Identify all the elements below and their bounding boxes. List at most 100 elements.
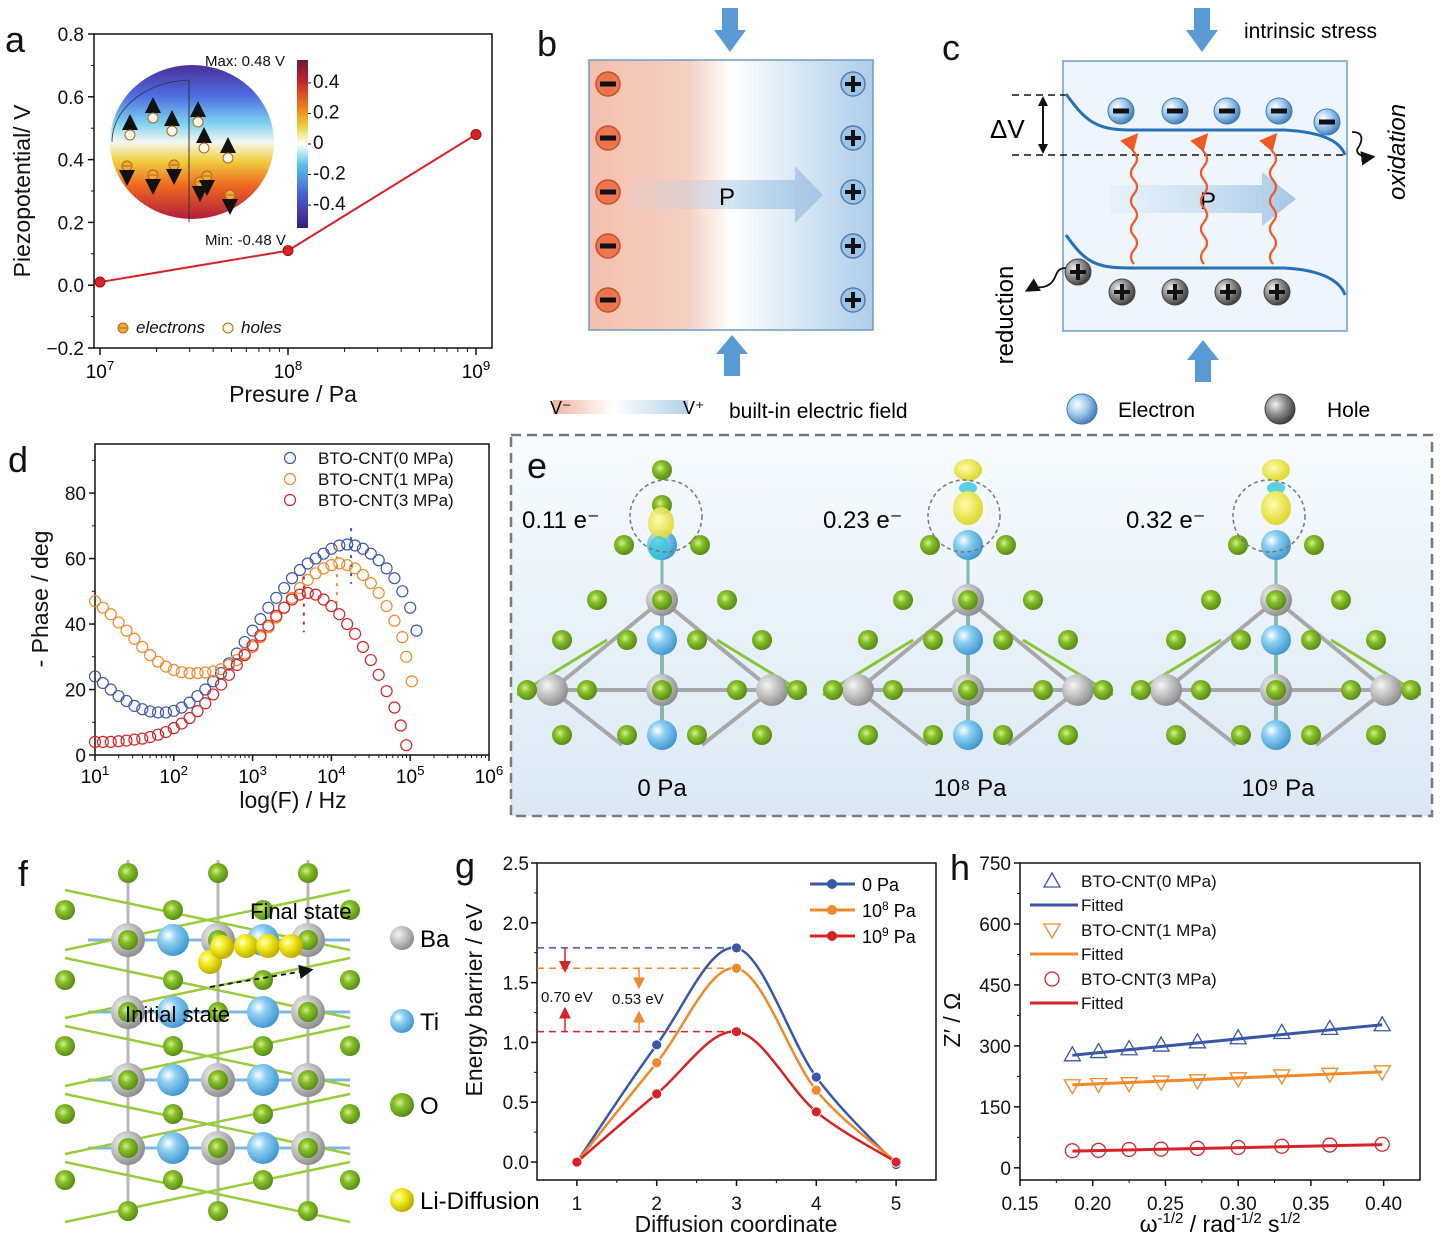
excitation-wave-arrow (1120, 132, 1139, 265)
data-point (1119, 1039, 1139, 1056)
data-point (380, 562, 393, 575)
data-point (278, 601, 291, 614)
data-point (341, 559, 354, 572)
panel-e-label: e (527, 445, 547, 486)
bond (550, 598, 664, 692)
x-tick-label: 0.25 (1147, 1194, 1184, 1215)
ba-atom (756, 674, 788, 706)
o-atom (118, 1138, 138, 1158)
data-point (151, 706, 165, 719)
o-atom (55, 1104, 75, 1124)
o-atom (687, 725, 707, 745)
data-point (136, 703, 149, 716)
o-atom (1131, 680, 1151, 700)
ti-atom (247, 1132, 279, 1164)
data-point (128, 699, 141, 712)
y-tick-label: 750 (979, 854, 1011, 875)
o-atom (787, 680, 807, 700)
data-point (159, 660, 173, 673)
intrinsic-stress-label: intrinsic stress (1244, 20, 1377, 43)
legend-marker (283, 472, 297, 486)
structure-view: 0.11 e⁻ 0 Pa (516, 460, 808, 802)
data-point (396, 631, 409, 644)
data-point (388, 572, 401, 585)
o-atom (552, 725, 572, 745)
y-axis-label: - Phase / deg (27, 531, 53, 668)
data-point (214, 678, 228, 691)
o-atom (858, 630, 878, 650)
structure-view: 0.32 e⁻ 10⁹ Pa (1126, 459, 1422, 802)
plus-sign-v (1275, 284, 1279, 300)
x-tick-label: 0.35 (1292, 1194, 1329, 1215)
data-point (388, 614, 401, 627)
data-point (1044, 971, 1060, 987)
y-tick-label: 300 (979, 1037, 1011, 1058)
x-tick-label: 0.15 (1002, 1194, 1039, 1215)
panel-b-label: b (537, 23, 557, 64)
data-point (380, 685, 393, 698)
y-tick-label: 1.5 (503, 974, 529, 995)
series-curve (575, 946, 898, 1166)
data-point (230, 658, 243, 672)
y-tick-label: −0.2 (46, 339, 84, 360)
sphere-body (110, 65, 274, 219)
minus-sign (1319, 119, 1335, 125)
hole-icon (222, 152, 234, 164)
data-point (301, 557, 314, 570)
x-tick-label: 107 (86, 358, 115, 383)
chart-legend: 0 Pa 108 Pa 109 Pa (810, 875, 917, 947)
legend-label: BTO-CNT(0 MPa) (1081, 872, 1217, 891)
ti-atom (953, 720, 983, 750)
o-atom (617, 630, 637, 650)
data-point (1229, 1072, 1248, 1089)
data-point (1042, 923, 1062, 940)
x-tick-label: 102 (160, 763, 189, 788)
data-point (810, 1106, 822, 1118)
ba-atom (842, 674, 874, 706)
x-tick-label: 109 (462, 358, 491, 383)
y-tick-label: 20 (65, 681, 86, 702)
o-atom (1228, 535, 1248, 555)
data-point (151, 728, 165, 741)
ti-atom (1261, 625, 1291, 655)
o-atom (1033, 680, 1053, 700)
data-point (333, 539, 346, 552)
minus-sign (600, 243, 616, 249)
data-point (270, 591, 283, 604)
o-atom (1401, 680, 1421, 700)
colorbar (297, 60, 308, 228)
y-tick-label: 0.5 (503, 1093, 529, 1114)
data-point (159, 706, 173, 719)
data-point (222, 668, 236, 681)
data-point (372, 554, 385, 567)
fitted-line (1072, 1143, 1383, 1153)
data-point (810, 1084, 822, 1096)
charge-isosurface-yellow (954, 459, 982, 481)
stress-arrow-top-icon (1186, 8, 1218, 52)
plus-sign-v (851, 238, 855, 254)
li-atom (256, 934, 280, 958)
data-point (1272, 1023, 1291, 1040)
minus-sign (1271, 108, 1287, 114)
data-point (356, 568, 370, 582)
fitted-line (1072, 1023, 1383, 1057)
x-tick-label: 0.40 (1365, 1194, 1402, 1215)
data-point (94, 276, 106, 288)
x-axis-label: Presure / Pa (229, 381, 357, 407)
panel-f-li-diffusion-structure: f Final state Initial state Ba Ti O Li-Diff… (18, 853, 540, 1224)
data-point (285, 572, 299, 585)
data-point (199, 666, 212, 679)
o-atom (893, 590, 913, 610)
axis-ticks: −0.2 0.0 0.2 0.4 0.6 0.8 107 108 109 (46, 25, 490, 383)
data-point (1089, 1042, 1108, 1059)
o-atom (923, 630, 943, 650)
structure-views: 0.11 e⁻ 0 Pa 0.23 e⁻ 10⁸ Pa 0.32 e⁻ 10⁹ Pa (516, 459, 1422, 802)
o-atom (858, 725, 878, 745)
ti-atom (647, 625, 677, 655)
data-point (348, 562, 362, 575)
data-point (470, 128, 482, 140)
x-tick-label: 1 (572, 1194, 583, 1215)
o-atom (690, 535, 710, 555)
pressure-label: 10⁹ Pa (1242, 775, 1316, 802)
